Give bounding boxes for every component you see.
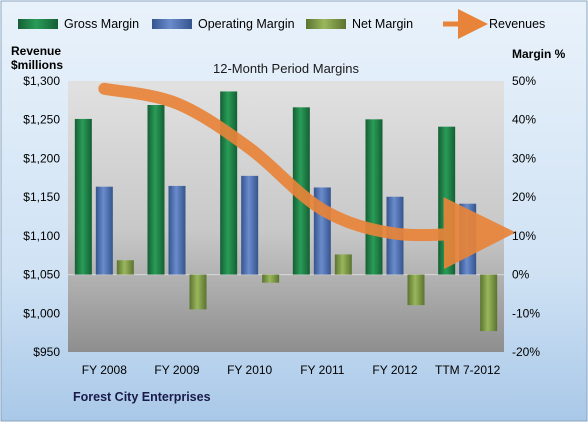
net-margin-bar [407,274,425,306]
left-tick-label: $950 [33,345,60,359]
net-margin-bar [334,254,352,275]
operating-margin-bar [241,175,259,275]
right-tick-label: -20% [512,345,540,359]
operating-margin-bar [95,186,113,275]
category-label: FY 2008 [82,363,127,377]
net-margin-bar [189,274,207,310]
plot-area [68,81,504,352]
legend-label: Net Margin [352,17,413,31]
left-tick-label: $1,300 [23,74,60,88]
category-label: FY 2012 [372,363,417,377]
gross-margin-bar [220,91,238,275]
legend-label: Revenues [489,17,545,31]
revenue-point [176,102,178,104]
revenue-line [98,82,516,270]
net-margin-bar [480,274,498,332]
category-label: FY 2009 [154,363,199,377]
revenue-point [394,233,396,235]
right-tick-label: 0% [512,268,530,282]
right-axis-ticks: -20% -10% 0% 10% 20% 30% 40% 50% [512,74,540,359]
operating-margin-bar [168,185,186,275]
gross-margin-bar [438,126,456,275]
right-tick-label: 50% [512,74,536,88]
left-tick-label: $1,100 [23,229,60,243]
gross-margin-bar [74,118,92,275]
left-axis-title-line1: Revenue [11,44,61,58]
right-tick-label: 30% [512,151,536,165]
gross-margin-bar [365,119,383,275]
right-axis-title: Margin % [512,47,566,61]
legend: Gross Margin Operating Margin Net Margin Re… [18,9,545,39]
legend-label: Gross Margin [64,17,139,31]
left-tick-label: $1,250 [23,113,60,127]
left-tick-label: $1,050 [23,268,60,282]
chart-title: 12-Month Period Margins [213,61,359,76]
gross-margin-bar [147,105,165,275]
legend-swatch [152,19,192,29]
left-axis-title-line2: $millions [11,58,63,72]
net-margin-bar [116,260,134,275]
legend-label: Operating Margin [198,17,295,31]
right-tick-label: 40% [512,113,536,127]
category-label: TTM 7-2012 [435,363,501,377]
revenue-point [249,147,251,149]
company-name: Forest City Enterprises [73,390,211,404]
right-tick-label: 20% [512,190,536,204]
revenue-point [321,209,323,211]
left-tick-label: $1,200 [23,151,60,165]
category-labels: FY 2008 FY 2009 FY 2010 FY 2011 FY 2012 TTM 7… [82,363,501,377]
right-tick-label: 10% [512,229,536,243]
category-label: FY 2011 [300,363,345,377]
left-tick-label: $1,000 [23,306,60,320]
revenue-line-layer [98,82,516,270]
right-tick-label: -10% [512,306,540,320]
category-label: FY 2010 [227,363,272,377]
net-margin-bar [262,274,280,283]
revenue-point [103,88,105,90]
legend-swatch [306,19,346,29]
legend-swatch [18,19,58,29]
revenue-point [479,232,481,234]
left-axis-ticks: $950 $1,000 $1,050 $1,100 $1,150 $1,200 $1,250… [23,74,60,359]
left-tick-label: $1,150 [23,190,60,204]
